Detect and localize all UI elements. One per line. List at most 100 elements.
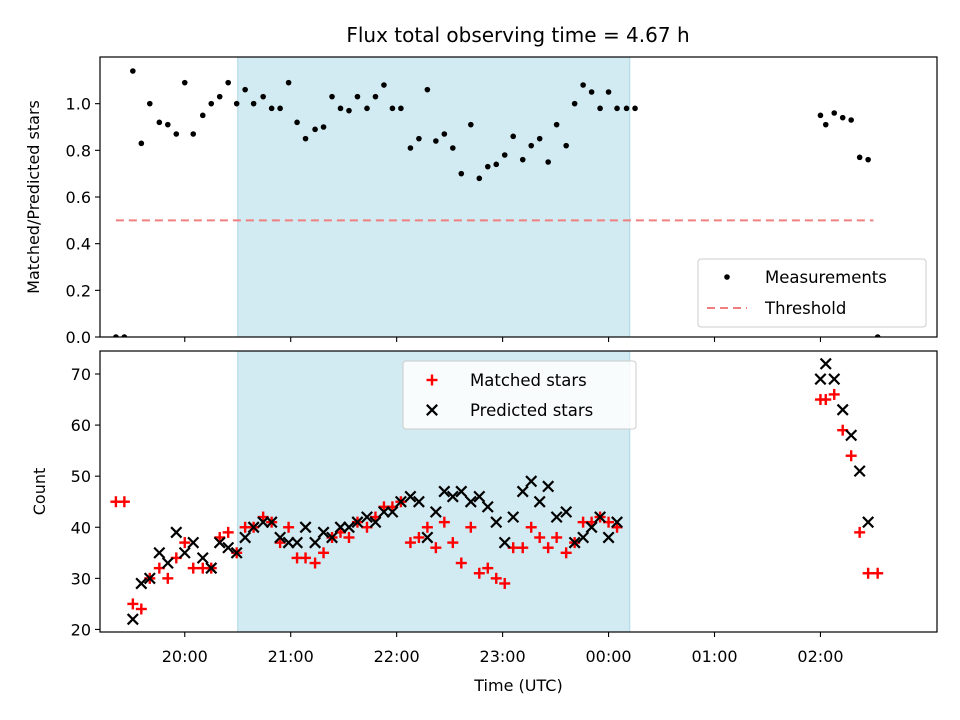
matched-star-point [490,572,502,584]
predicted-star-point [196,551,209,564]
predicted-star-point [386,505,399,518]
measurement-point [571,100,578,107]
matched-star-point [135,603,147,615]
predicted-star-point [343,521,355,534]
measurement-point [250,100,257,107]
measurement-point [476,175,483,182]
predicted-star-point [836,403,849,416]
measurement-point [190,131,197,137]
measurement-point [302,135,309,142]
measurement-point [493,161,500,168]
measurement-point [424,86,431,93]
y-tick-label: 0.6 [66,188,91,207]
predicted-star-point [602,531,615,544]
x-tick-label: 20:00 [162,647,208,666]
measurement-point [337,105,344,112]
measurement-point [831,110,838,116]
matched-star-point [447,537,459,549]
measurement-point [484,163,491,170]
predicted-star-point [507,511,520,524]
predicted-star-point [299,521,312,534]
matched-star-point [300,552,312,564]
predicted-star-point [594,511,607,524]
top-panel: 0.0 0.2 0.4 0.6 0.8 1.0 Matched/Predicted star… [24,56,938,347]
measurement-point [605,89,612,95]
predicted-star-point [585,521,598,534]
measurement-point [839,114,846,121]
matched-star-point [283,521,295,533]
y-tick-label: 30 [71,569,91,588]
y-tick-label: 1.0 [66,95,91,114]
measurement-point [329,93,335,100]
predicted-star-point [230,546,243,559]
plot-area [113,68,881,337]
predicted-star-point [481,500,494,513]
matched-star-point [820,394,832,406]
measurement-point [632,105,638,112]
matched-star-point [854,526,866,538]
predicted-star-point [438,485,451,498]
matched-star-point [862,567,874,579]
measurement-point [623,105,630,112]
measurement-point [441,131,448,137]
y-tick-label: 0.4 [66,235,91,254]
matched-star-point [162,572,174,584]
x-tick-label: 01:00 [691,647,737,666]
legend-label-matched: Matched stars [470,371,587,390]
measurement-point [121,334,128,337]
predicted-star-point [421,531,434,544]
matched-star-point [542,542,554,554]
predicted-star-point [577,531,590,544]
measurement-point [320,124,327,130]
legend-marker-measurements [724,274,730,280]
measurement-point [398,105,404,112]
predicted-star-point [291,536,304,549]
measurement-point [364,105,370,112]
x-tick-label: 00:00 [586,647,632,666]
measurement-point [173,131,180,137]
measurement-point [848,117,854,123]
matched-star-point [828,388,840,400]
measurement-point [389,105,396,112]
measurement-point [536,135,543,142]
measurement-point [865,156,871,163]
measurement-point [277,105,283,112]
measurement-point [260,93,266,100]
measurement-point [242,86,248,93]
predicted-star-point [170,526,183,539]
y-tick-label: 0.0 [66,328,91,347]
predicted-star-point [845,429,858,442]
predicted-star-point [490,516,503,529]
measurement-point [822,121,829,128]
predicted-star-point [828,373,841,386]
measurement-point [346,107,352,114]
measurement-point [199,112,206,119]
matched-star-point [413,531,425,543]
predicted-star-point [247,521,260,534]
predicted-star-point [265,516,278,529]
matched-star-point [482,562,494,574]
matched-star-point [465,521,477,533]
predicted-star-point [161,557,174,570]
measurement-point [450,145,456,151]
predicted-star-point [187,536,200,549]
measurement-point [597,105,603,112]
axes-frame [99,350,938,633]
measurement-point [528,142,535,149]
predicted-star-point [429,505,442,518]
plot-area [110,357,884,626]
measurement-point [233,100,240,107]
matched-star-point [499,577,511,589]
matched-star-point [845,450,857,462]
measurement-point [519,156,526,163]
x-axis-title: Time (UTC) [473,676,562,695]
predicted-star-point [394,495,407,508]
matched-star-point [222,526,234,538]
measurement-point [407,145,414,151]
measurement-point [294,119,300,126]
predicted-star-point [533,495,546,508]
measurement-point [614,105,620,112]
y-tick-label: 50 [71,467,91,486]
matched-star-point [560,547,572,559]
matched-star-point [127,598,139,610]
